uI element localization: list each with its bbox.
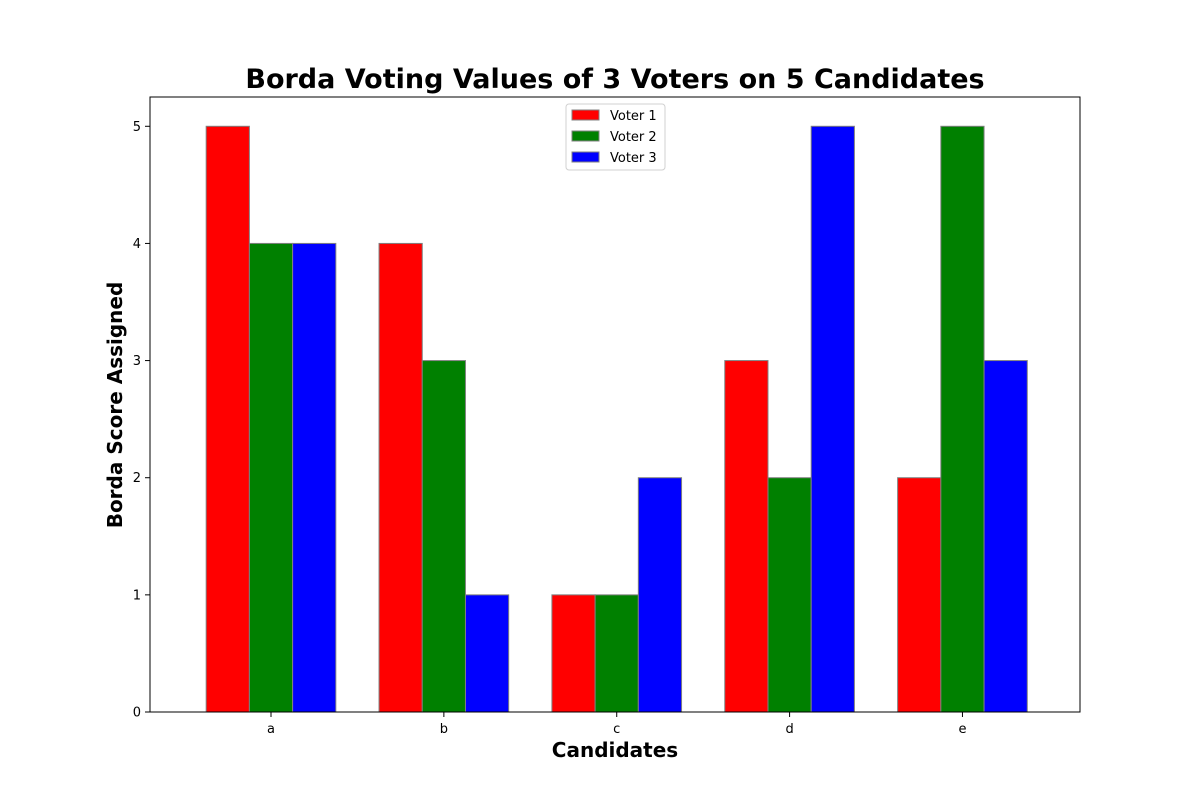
bar-voter-1-a xyxy=(205,125,250,713)
legend-swatch-voter-3 xyxy=(571,151,600,163)
x-tick-label: d xyxy=(785,722,793,737)
y-tick-label: 3 xyxy=(133,354,141,369)
legend-label-voter-1: Voter 1 xyxy=(610,109,657,124)
bar-voter-1-d xyxy=(724,360,769,713)
x-tick-label: a xyxy=(267,722,275,737)
y-axis-label: Borda Score Assigned xyxy=(103,282,127,529)
y-tick-label: 0 xyxy=(133,706,141,721)
bar-voter-2-c xyxy=(594,594,639,713)
bar-voter-3-c xyxy=(637,477,683,713)
bar-voter-3-d xyxy=(810,125,855,713)
x-tick-label: b xyxy=(440,722,448,737)
legend-label-voter-2: Voter 2 xyxy=(610,130,657,145)
bars-layer xyxy=(205,125,1028,713)
x-axis-label: Candidates xyxy=(552,738,678,762)
bar-voter-2-e xyxy=(940,125,985,713)
x-tick-label: e xyxy=(958,722,966,737)
bar-voter-1-e xyxy=(897,477,942,713)
y-tick-label: 4 xyxy=(133,237,141,252)
axes-layer: 0 1 2 3 4 5 a b c d e xyxy=(133,96,1081,737)
y-tick-label: 1 xyxy=(133,588,141,603)
plot-frame xyxy=(149,96,1081,713)
bar-voter-1-b xyxy=(378,242,423,713)
bar-voter-2-d xyxy=(767,477,812,713)
y-tick-label: 5 xyxy=(133,120,141,135)
legend-swatch-voter-2 xyxy=(571,130,600,142)
bar-voter-3-e xyxy=(983,360,1028,713)
bar-voter-2-a xyxy=(248,242,294,713)
bar-voter-3-b xyxy=(464,594,510,713)
chart-title: Borda Voting Values of 3 Voters on 5 Can… xyxy=(245,64,984,95)
legend: Voter 1 Voter 2 Voter 3 xyxy=(565,103,666,171)
bar-voter-3-a xyxy=(292,242,337,713)
bar-voter-2-b xyxy=(421,360,466,713)
legend-swatch-voter-1 xyxy=(571,109,600,121)
bar-voter-1-c xyxy=(551,594,596,713)
y-tick-label: 2 xyxy=(133,471,141,486)
x-tick-label: c xyxy=(613,722,620,737)
legend-label-voter-3: Voter 3 xyxy=(610,151,657,166)
